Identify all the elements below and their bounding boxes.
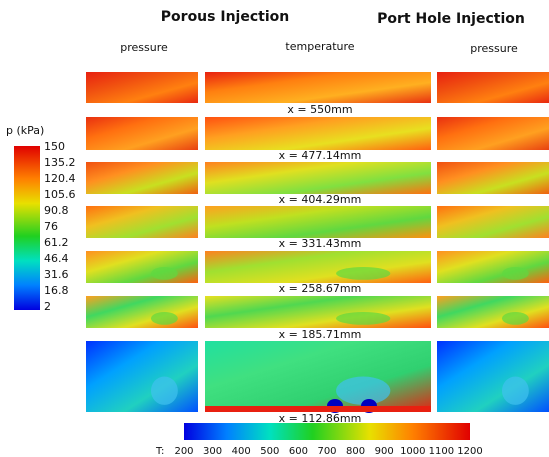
contour-blob (151, 377, 178, 405)
contour-blob (502, 267, 529, 280)
colorbar-tick-label: 120.4 (44, 172, 76, 185)
colorbar-tick-label: 500 (260, 446, 279, 457)
colorbar-label: p (kPa) (6, 124, 44, 137)
colorbar-tick-label: 150 (44, 140, 65, 153)
colorbar-tick-label: 700 (317, 446, 336, 457)
contour-panel (437, 72, 549, 103)
colorbar-tick-label: 76 (44, 220, 58, 233)
contour-panel (86, 72, 198, 103)
row-label: x = 112.86mm (279, 412, 362, 425)
contour-panel (205, 341, 431, 412)
colorbar-tick-label: 90.8 (44, 204, 69, 217)
row-label: x = 331.43mm (279, 237, 362, 250)
contour-panel (437, 251, 549, 283)
colorbar-tick-label: 2 (44, 300, 51, 313)
row-label: x = 258.67mm (279, 282, 362, 295)
contour-panel (437, 206, 549, 238)
colorbar-tick-label: 800 (346, 446, 365, 457)
colorbar-tick-label: 1200 (457, 446, 482, 457)
colorbar-tick-label: 900 (375, 446, 394, 457)
contour-blob (502, 377, 529, 405)
colorbar-tick-label: 1100 (429, 446, 454, 457)
row-label: x = 550mm (287, 103, 352, 116)
contour-panel (86, 117, 198, 150)
colorbar-tick-label: 135.2 (44, 156, 76, 169)
contour-panel (205, 117, 431, 150)
contour-blob (336, 312, 390, 325)
figure: Porous Injection Port Hole Injection pre… (0, 0, 549, 457)
contour-panel (86, 206, 198, 238)
contour-panel (86, 296, 198, 328)
colorbar-tick-label: 46.4 (44, 252, 69, 265)
column-label: pressure (120, 41, 168, 54)
column-label: pressure (470, 42, 518, 55)
row-label: x = 477.14mm (279, 149, 362, 162)
colorbar-tick-label: 1000 (400, 446, 425, 457)
contour-panel (86, 162, 198, 194)
contour-blob (336, 377, 390, 405)
contour-blob (151, 267, 178, 280)
colorbar-tick-label: 200 (174, 446, 193, 457)
colorbar-tick-label: 16.8 (44, 284, 69, 297)
colorbar-label: T: (155, 446, 164, 457)
colorbar-tick-label: 300 (203, 446, 222, 457)
contour-blob (336, 267, 390, 280)
temperature-colorbar (184, 423, 470, 440)
colorbar-tick-label: 105.6 (44, 188, 76, 201)
colorbar-tick-label: 61.2 (44, 236, 69, 249)
contour-panel (205, 206, 431, 238)
contour-panel (437, 341, 549, 412)
colorbar-tick-label: 400 (232, 446, 251, 457)
title: Porous Injection (161, 9, 289, 25)
column-label: temperature (285, 40, 354, 53)
contour-panel (205, 72, 431, 103)
row-label: x = 185.71mm (279, 328, 362, 341)
contour-panel (437, 117, 549, 150)
contour-panel (205, 251, 431, 283)
colorbar-tick-label: 31.6 (44, 268, 69, 281)
contour-panel (86, 341, 198, 412)
contour-panel (205, 162, 431, 194)
row-label: x = 404.29mm (279, 193, 362, 206)
contour-panel (86, 251, 198, 283)
contour-blob (151, 312, 178, 325)
title: Port Hole Injection (377, 11, 525, 27)
contour-blob (502, 312, 529, 325)
contour-panel (437, 162, 549, 194)
contour-panel (437, 296, 549, 328)
pressure-colorbar (14, 146, 40, 310)
colorbar-tick-label: 600 (289, 446, 308, 457)
contour-panel (205, 296, 431, 328)
